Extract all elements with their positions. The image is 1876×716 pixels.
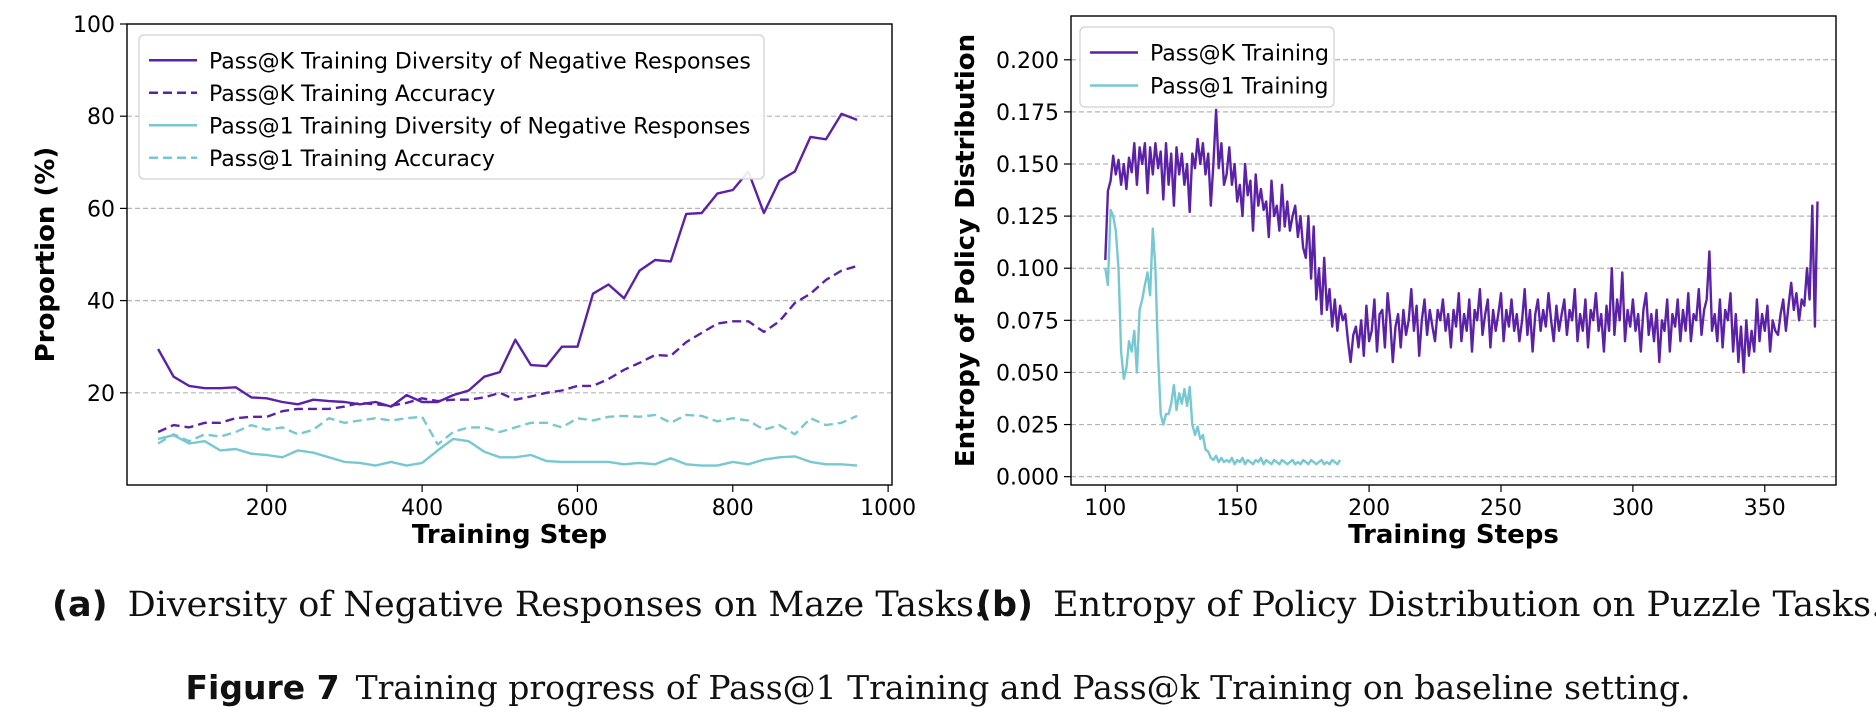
x-tick-label: 350 [1744, 496, 1786, 521]
x-tick-label: 100 [1084, 496, 1126, 521]
y-tick-label: 0.100 [996, 257, 1059, 282]
y-tick-label: 0.175 [996, 101, 1059, 126]
chart-b: 0.000 0.025 0.050 0.075 0.100 0.125 0.150 0.175… [951, 15, 1837, 550]
y-tick-label: 0.200 [996, 49, 1059, 74]
y-tick-label: 100 [73, 13, 115, 38]
series-line-2 [157, 264, 858, 434]
caption-a-label: (a) [52, 585, 108, 625]
figure-caption-text: Training progress of Pass@1 Training and… [355, 668, 1691, 707]
caption-b-label: (b) [976, 585, 1034, 625]
figure-caption-label: Figure 7 [185, 668, 340, 707]
x-tick-label: 1000 [860, 496, 916, 521]
plot-frame [1070, 15, 1837, 486]
series-line-1 [1104, 108, 1819, 374]
plot-frame [126, 23, 893, 486]
series-line-4 [157, 413, 858, 446]
y-axis-label: Entropy of Policy Distribution [951, 34, 981, 467]
legend-label: Pass@K Training Diversity of Negative Re… [209, 49, 751, 74]
x-tick-label: 800 [712, 496, 754, 521]
y-tick-label: 40 [87, 290, 115, 315]
y-tick-label: 0.025 [996, 414, 1059, 439]
y-tick-label: 0.000 [996, 466, 1059, 491]
y-tick-label: 60 [87, 197, 115, 222]
x-tick-label: 300 [1612, 496, 1654, 521]
y-tick-label: 0.050 [996, 361, 1059, 386]
legend-label: Pass@K Training Accuracy [209, 82, 495, 107]
x-tick-label: 200 [246, 496, 288, 521]
legend-box [138, 34, 765, 180]
caption-a: (a) Diversity of Negative Responses on Ma… [52, 585, 985, 625]
y-tick-label: 0.150 [996, 153, 1059, 178]
series-line-2 [1104, 208, 1342, 466]
x-axis-label: Training Step [412, 520, 607, 550]
legend-label: Pass@1 Training [1150, 75, 1328, 100]
legend-label: Pass@K Training [1150, 42, 1329, 67]
y-axis-label: Proportion (%) [31, 147, 61, 363]
legend-box [1079, 26, 1335, 108]
x-tick-label: 600 [556, 496, 598, 521]
legend-label: Pass@1 Training Diversity of Negative Re… [209, 114, 750, 139]
caption-a-text: Diversity of Negative Responses on Maze … [127, 585, 986, 625]
series-line-3 [157, 434, 858, 467]
chart-a: 20 40 60 80 100 200 400 600 800 1000 Training Step… [31, 13, 916, 550]
y-tick-label: 0.125 [996, 205, 1059, 230]
x-tick-label: 200 [1348, 496, 1390, 521]
x-tick-label: 150 [1216, 496, 1258, 521]
x-tick-label: 400 [401, 496, 443, 521]
legend-label: Pass@1 Training Accuracy [209, 147, 495, 172]
caption-b-text: Entropy of Policy Distribution on Puzzle… [1053, 585, 1876, 625]
y-tick-label: 0.075 [996, 309, 1059, 334]
x-tick-label: 250 [1480, 496, 1522, 521]
y-tick-label: 20 [87, 382, 115, 407]
x-axis-label: Training Steps [1348, 520, 1559, 550]
figure-caption: Figure 7 Training progress of Pass@1 Trai… [0, 668, 1876, 707]
caption-b: (b) Entropy of Policy Distribution on Puz… [976, 585, 1876, 625]
series-line-1 [157, 112, 858, 408]
y-tick-label: 80 [87, 105, 115, 130]
